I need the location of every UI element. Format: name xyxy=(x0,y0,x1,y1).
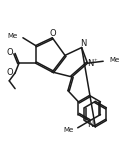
Text: Me: Me xyxy=(8,33,18,39)
Text: N: N xyxy=(80,39,87,48)
Text: O: O xyxy=(50,29,57,38)
Text: Me: Me xyxy=(64,127,74,133)
Text: N: N xyxy=(87,120,94,129)
Text: $^+$: $^+$ xyxy=(93,58,99,63)
Text: O: O xyxy=(7,48,14,57)
Text: O: O xyxy=(7,68,14,77)
Text: N: N xyxy=(87,59,94,68)
Text: Me: Me xyxy=(109,57,119,63)
